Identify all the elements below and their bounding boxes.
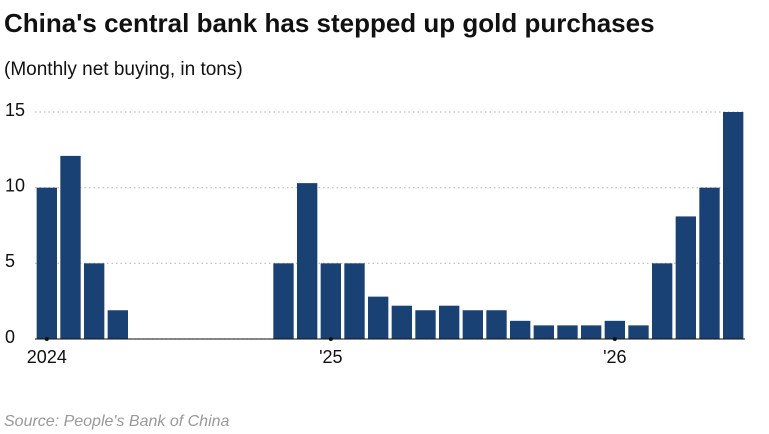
bar — [509, 320, 531, 339]
bar — [320, 263, 342, 339]
bar — [107, 310, 129, 339]
bar — [83, 263, 105, 339]
bar — [462, 310, 484, 339]
bar — [557, 325, 578, 339]
bar — [628, 325, 649, 339]
chart-subtitle: (Monthly net buying, in tons) — [4, 59, 243, 80]
bar — [486, 310, 507, 339]
y-tick-label: 0 — [5, 327, 15, 347]
chart-title: China's central bank has stepped up gold… — [4, 8, 655, 38]
x-tick-label: '25 — [319, 347, 342, 367]
bar — [438, 305, 460, 339]
bar — [296, 183, 318, 339]
bar — [722, 112, 744, 339]
bar — [391, 305, 413, 339]
source: Source: People's Bank of China — [4, 413, 230, 430]
bar — [533, 325, 555, 339]
x-tick-label: 2024 — [27, 347, 67, 367]
bar — [36, 187, 58, 339]
bar — [699, 187, 720, 339]
bar — [415, 310, 436, 339]
y-tick-label: 10 — [5, 175, 25, 195]
bar — [273, 263, 294, 339]
bar — [367, 296, 389, 339]
bar — [651, 263, 673, 339]
bar — [344, 263, 365, 339]
x-tick-label: '26 — [603, 347, 626, 367]
y-tick-label: 5 — [5, 251, 15, 271]
y-tick-label: 15 — [5, 100, 25, 120]
bar — [60, 155, 81, 339]
bar — [580, 325, 602, 339]
bar — [675, 216, 697, 339]
bar — [604, 320, 626, 339]
